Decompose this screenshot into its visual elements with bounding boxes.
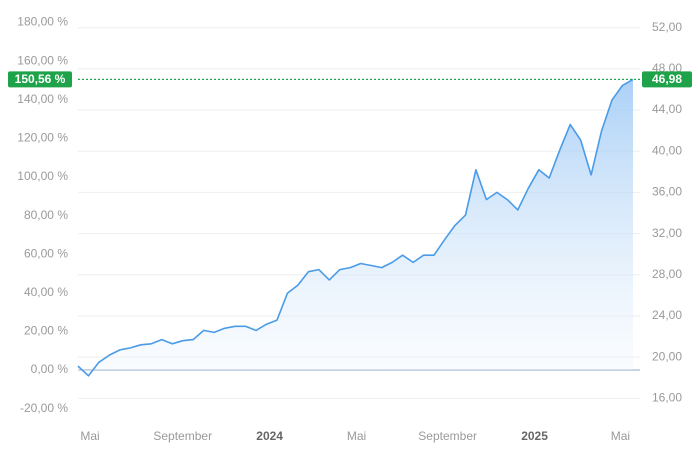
y-tick-label: 180,00 %: [17, 15, 68, 29]
y-tick-label: 160,00 %: [17, 53, 68, 67]
x-tick-label: September: [153, 429, 212, 443]
price-badge-label: 46,98: [652, 72, 682, 86]
price-badge: [642, 71, 692, 88]
y2-tick-label: 40,00: [652, 143, 682, 157]
y2-tick-label: 44,00: [652, 102, 682, 116]
x-tick-label: 2024: [256, 429, 283, 443]
y-tick-label: 60,00 %: [24, 246, 68, 260]
y-tick-label: 0,00 %: [31, 362, 69, 376]
y2-tick-label: 16,00: [652, 390, 682, 404]
percent-badge: [8, 71, 72, 88]
y2-tick-label: 32,00: [652, 226, 682, 240]
y2-tick-label: 20,00: [652, 349, 682, 363]
y-tick-label: 80,00 %: [24, 208, 68, 222]
y-tick-label: 120,00 %: [17, 131, 68, 145]
y-tick-label: 40,00 %: [24, 285, 68, 299]
y-tick-label: -20,00 %: [20, 401, 68, 415]
y2-tick-label: 24,00: [652, 308, 682, 322]
price-line: [77, 78, 634, 377]
area-fill: [78, 79, 633, 376]
x-tick-label: Mai: [347, 429, 366, 443]
y-tick-label: 20,00 %: [24, 324, 68, 338]
x-tick-label: Mai: [80, 429, 99, 443]
y2-tick-label: 36,00: [652, 185, 682, 199]
x-tick-label: Mai: [611, 429, 630, 443]
y-tick-label: 140,00 %: [17, 92, 68, 106]
percent-badge-label: 150,56 %: [15, 72, 66, 86]
x-tick-label: September: [418, 429, 477, 443]
x-tick-label: 2025: [521, 429, 548, 443]
y2-tick-label: 52,00: [652, 20, 682, 34]
y2-tick-label: 28,00: [652, 267, 682, 281]
y-tick-label: 100,00 %: [17, 169, 68, 183]
